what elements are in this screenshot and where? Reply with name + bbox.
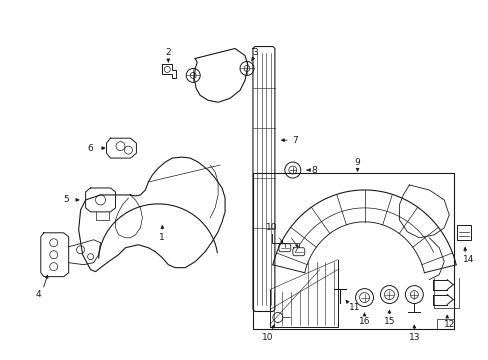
Text: 1: 1	[159, 233, 165, 242]
Text: 3: 3	[252, 48, 257, 57]
Text: 14: 14	[463, 255, 474, 264]
Text: 6: 6	[87, 144, 93, 153]
Text: 8: 8	[311, 166, 317, 175]
Text: 10: 10	[262, 333, 273, 342]
Text: 4: 4	[36, 290, 41, 299]
Text: 5: 5	[62, 195, 68, 204]
Text: 2: 2	[165, 48, 171, 57]
Text: 11: 11	[348, 303, 360, 312]
Text: 12: 12	[443, 320, 454, 329]
Text: 13: 13	[408, 333, 419, 342]
Text: 9: 9	[354, 158, 360, 167]
Bar	[252, 173, 453, 329]
Text: 7: 7	[291, 136, 297, 145]
Text: 16: 16	[358, 317, 369, 326]
Text: 15: 15	[383, 317, 394, 326]
Text: 10: 10	[265, 223, 277, 232]
